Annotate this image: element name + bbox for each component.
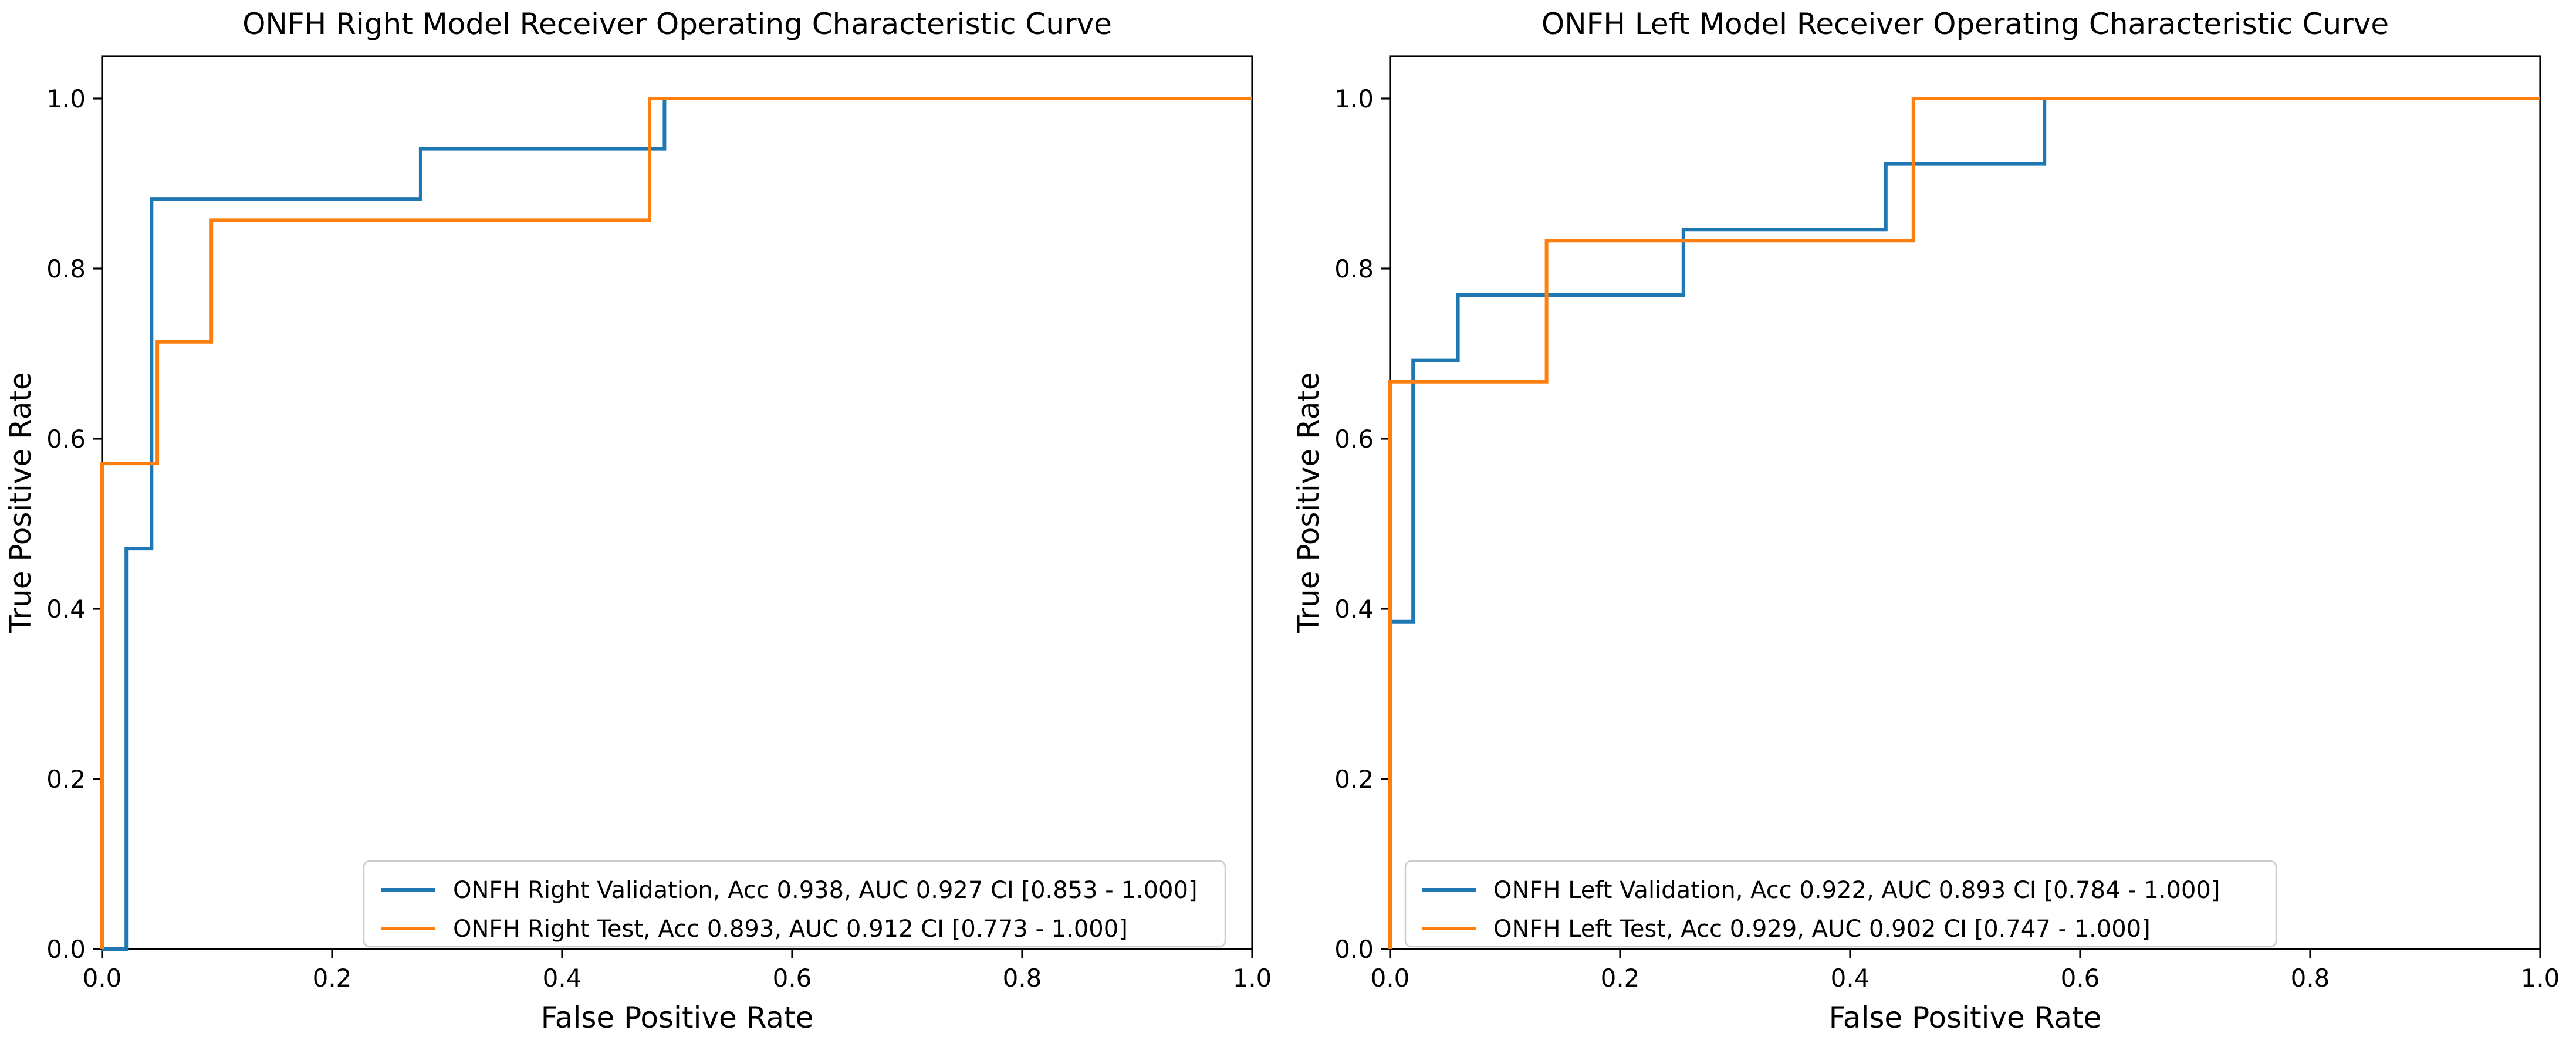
y-tick-label: 1.0 <box>46 84 86 113</box>
legend-entry-test-label: ONFH Left Test, Acc 0.929, AUC 0.902 CI … <box>1493 916 2151 943</box>
legend: ONFH Right Validation, Acc 0.938, AUC 0.… <box>363 860 1226 948</box>
plot-canvas: 0.0 0.2 0.4 0.6 0.8 1.0 0.0 0.2 0.4 0.6 0.8 1.0 ONFH… <box>1292 7 2560 1035</box>
legend-entry-validation-label: ONFH Left Validation, Acc 0.922, AUC 0.8… <box>1493 877 2220 904</box>
plot-area <box>1389 55 2541 950</box>
x-tick-label: 0.6 <box>2061 964 2100 992</box>
x-tick-label: 0.2 <box>313 964 352 992</box>
y-tick-label: 0.4 <box>46 595 86 624</box>
x-tick-label: 0.4 <box>1831 964 1870 992</box>
roc-curve-validation <box>1388 97 2540 949</box>
y-tick-label: 0.8 <box>1334 255 1374 283</box>
y-tick-label: 0.4 <box>1334 595 1374 624</box>
roc-chart-left-model: 0.0 0.2 0.4 0.6 0.8 1.0 0.0 0.2 0.4 0.6 0.8 1.0 ONFH… <box>1288 0 2576 1047</box>
x-tick-label: 0.8 <box>2291 964 2330 992</box>
plot-canvas: 0.0 0.2 0.4 0.6 0.8 1.0 0.0 0.2 0.4 0.6 0.8 1.0 ONFH… <box>4 7 1272 1035</box>
chart-title: ONFH Right Model Receiver Operating Char… <box>242 7 1112 41</box>
x-tick-label: 0.0 <box>1371 964 1410 992</box>
y-tick-label: 0.0 <box>1334 935 1374 964</box>
chart-title: ONFH Left Model Receiver Operating Chara… <box>1541 7 2389 41</box>
plot-area <box>101 55 1253 950</box>
roc-curve-validation <box>102 97 1252 951</box>
y-axis-label: True Positive Rate <box>1292 372 1326 633</box>
legend-border <box>363 860 1226 948</box>
x-tick-label: 0.2 <box>1601 964 1640 992</box>
x-tick-label: 1.0 <box>2521 964 2560 992</box>
y-tick-label: 0.6 <box>46 425 86 453</box>
y-tick-label: 0.2 <box>46 765 86 794</box>
x-tick-label: 0.0 <box>83 964 122 992</box>
roc-curve-test <box>1388 97 2540 949</box>
y-tick-label: 0.6 <box>1334 425 1374 453</box>
legend-entry-test-label: ONFH Right Test, Acc 0.893, AUC 0.912 CI… <box>453 916 1128 943</box>
roc-curve-test <box>100 97 1252 949</box>
legend-border <box>1404 860 2277 948</box>
x-tick-label: 0.6 <box>773 964 812 992</box>
y-tick-label: 0.8 <box>46 255 86 283</box>
y-tick-label: 0.2 <box>1334 765 1374 794</box>
x-tick-label: 0.8 <box>1003 964 1042 992</box>
roc-chart-right-model: 0.0 0.2 0.4 0.6 0.8 1.0 0.0 0.2 0.4 0.6 0.8 1.0 ONFH… <box>4 7 1272 1035</box>
y-tick-label: 0.0 <box>46 935 86 964</box>
x-tick-label: 1.0 <box>1233 964 1272 992</box>
x-tick-label: 0.4 <box>543 964 582 992</box>
x-axis-label: False Positive Rate <box>1829 1001 2102 1035</box>
y-axis-label: True Positive Rate <box>4 372 38 633</box>
legend-entry-validation-label: ONFH Right Validation, Acc 0.938, AUC 0.… <box>453 877 1198 904</box>
legend: ONFH Left Validation, Acc 0.922, AUC 0.8… <box>1404 860 2277 948</box>
x-axis-label: False Positive Rate <box>541 1001 814 1035</box>
y-tick-label: 1.0 <box>1334 84 1374 113</box>
